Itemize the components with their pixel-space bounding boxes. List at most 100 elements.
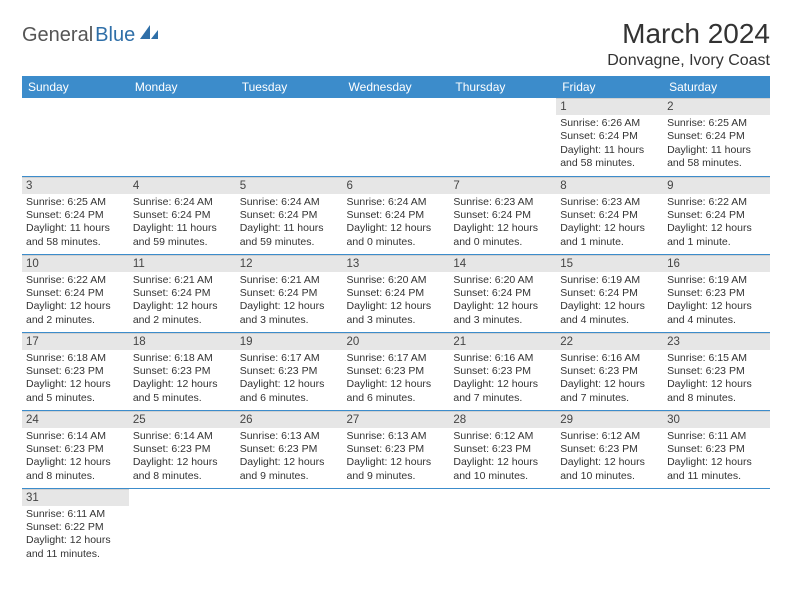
day-details: Sunrise: 6:13 AM Sunset: 6:23 PM Dayligh… [236,428,343,488]
day-number: 2 [663,98,770,115]
day-details: Sunrise: 6:13 AM Sunset: 6:23 PM Dayligh… [343,428,450,488]
calendar-empty-cell [663,488,770,566]
brand-general: General [22,24,93,47]
day-details: Sunrise: 6:24 AM Sunset: 6:24 PM Dayligh… [129,194,236,254]
calendar-empty-cell [343,488,450,566]
calendar-day-cell: 15Sunrise: 6:19 AM Sunset: 6:24 PM Dayli… [556,254,663,332]
weekday-header: Thursday [449,76,556,98]
day-details: Sunrise: 6:19 AM Sunset: 6:24 PM Dayligh… [556,272,663,332]
day-details: Sunrise: 6:20 AM Sunset: 6:24 PM Dayligh… [449,272,556,332]
day-details: Sunrise: 6:24 AM Sunset: 6:24 PM Dayligh… [236,194,343,254]
day-number: 5 [236,177,343,194]
brand-logo: General Blue [22,18,160,47]
calendar-day-cell: 2Sunrise: 6:25 AM Sunset: 6:24 PM Daylig… [663,98,770,176]
day-number: 8 [556,177,663,194]
day-number: 28 [449,411,556,428]
calendar-day-cell: 11Sunrise: 6:21 AM Sunset: 6:24 PM Dayli… [129,254,236,332]
day-number: 13 [343,255,450,272]
calendar-body: 1Sunrise: 6:26 AM Sunset: 6:24 PM Daylig… [22,98,770,566]
day-details: Sunrise: 6:19 AM Sunset: 6:23 PM Dayligh… [663,272,770,332]
calendar-empty-cell [129,98,236,176]
day-number: 17 [22,333,129,350]
calendar-row: 31Sunrise: 6:11 AM Sunset: 6:22 PM Dayli… [22,488,770,566]
day-number: 14 [449,255,556,272]
day-details: Sunrise: 6:14 AM Sunset: 6:23 PM Dayligh… [22,428,129,488]
day-details: Sunrise: 6:23 AM Sunset: 6:24 PM Dayligh… [556,194,663,254]
day-details: Sunrise: 6:25 AM Sunset: 6:24 PM Dayligh… [663,115,770,175]
calendar-day-cell: 20Sunrise: 6:17 AM Sunset: 6:23 PM Dayli… [343,332,450,410]
day-number: 19 [236,333,343,350]
calendar-day-cell: 4Sunrise: 6:24 AM Sunset: 6:24 PM Daylig… [129,176,236,254]
day-number: 10 [22,255,129,272]
calendar-table: SundayMondayTuesdayWednesdayThursdayFrid… [22,76,770,566]
day-details: Sunrise: 6:16 AM Sunset: 6:23 PM Dayligh… [449,350,556,410]
day-number: 4 [129,177,236,194]
calendar-empty-cell [236,488,343,566]
day-number: 9 [663,177,770,194]
day-number: 22 [556,333,663,350]
day-details: Sunrise: 6:11 AM Sunset: 6:23 PM Dayligh… [663,428,770,488]
day-number: 16 [663,255,770,272]
sail-icon [138,23,160,46]
calendar-day-cell: 30Sunrise: 6:11 AM Sunset: 6:23 PM Dayli… [663,410,770,488]
day-number: 20 [343,333,450,350]
calendar-day-cell: 27Sunrise: 6:13 AM Sunset: 6:23 PM Dayli… [343,410,450,488]
calendar-row: 24Sunrise: 6:14 AM Sunset: 6:23 PM Dayli… [22,410,770,488]
calendar-empty-cell [129,488,236,566]
calendar-day-cell: 3Sunrise: 6:25 AM Sunset: 6:24 PM Daylig… [22,176,129,254]
weekday-header: Monday [129,76,236,98]
calendar-day-cell: 13Sunrise: 6:20 AM Sunset: 6:24 PM Dayli… [343,254,450,332]
calendar-day-cell: 26Sunrise: 6:13 AM Sunset: 6:23 PM Dayli… [236,410,343,488]
day-number: 23 [663,333,770,350]
title-block: March 2024 Donvagne, Ivory Coast [607,18,770,70]
day-details: Sunrise: 6:21 AM Sunset: 6:24 PM Dayligh… [129,272,236,332]
day-number: 31 [22,489,129,506]
calendar-day-cell: 16Sunrise: 6:19 AM Sunset: 6:23 PM Dayli… [663,254,770,332]
day-details: Sunrise: 6:21 AM Sunset: 6:24 PM Dayligh… [236,272,343,332]
day-number: 12 [236,255,343,272]
day-number: 11 [129,255,236,272]
day-details: Sunrise: 6:22 AM Sunset: 6:24 PM Dayligh… [22,272,129,332]
weekday-header: Sunday [22,76,129,98]
day-number: 3 [22,177,129,194]
day-number: 29 [556,411,663,428]
calendar-day-cell: 31Sunrise: 6:11 AM Sunset: 6:22 PM Dayli… [22,488,129,566]
day-details: Sunrise: 6:24 AM Sunset: 6:24 PM Dayligh… [343,194,450,254]
calendar-day-cell: 29Sunrise: 6:12 AM Sunset: 6:23 PM Dayli… [556,410,663,488]
day-number: 7 [449,177,556,194]
calendar-day-cell: 5Sunrise: 6:24 AM Sunset: 6:24 PM Daylig… [236,176,343,254]
day-number: 25 [129,411,236,428]
calendar-day-cell: 10Sunrise: 6:22 AM Sunset: 6:24 PM Dayli… [22,254,129,332]
weekday-header: Tuesday [236,76,343,98]
calendar-empty-cell [449,488,556,566]
weekday-header: Saturday [663,76,770,98]
day-details: Sunrise: 6:23 AM Sunset: 6:24 PM Dayligh… [449,194,556,254]
day-details: Sunrise: 6:22 AM Sunset: 6:24 PM Dayligh… [663,194,770,254]
day-details: Sunrise: 6:17 AM Sunset: 6:23 PM Dayligh… [343,350,450,410]
calendar-day-cell: 21Sunrise: 6:16 AM Sunset: 6:23 PM Dayli… [449,332,556,410]
calendar-row: 17Sunrise: 6:18 AM Sunset: 6:23 PM Dayli… [22,332,770,410]
day-details: Sunrise: 6:14 AM Sunset: 6:23 PM Dayligh… [129,428,236,488]
calendar-day-cell: 1Sunrise: 6:26 AM Sunset: 6:24 PM Daylig… [556,98,663,176]
calendar-day-cell: 14Sunrise: 6:20 AM Sunset: 6:24 PM Dayli… [449,254,556,332]
calendar-row: 3Sunrise: 6:25 AM Sunset: 6:24 PM Daylig… [22,176,770,254]
day-details: Sunrise: 6:16 AM Sunset: 6:23 PM Dayligh… [556,350,663,410]
day-details: Sunrise: 6:18 AM Sunset: 6:23 PM Dayligh… [22,350,129,410]
calendar-day-cell: 17Sunrise: 6:18 AM Sunset: 6:23 PM Dayli… [22,332,129,410]
calendar-day-cell: 8Sunrise: 6:23 AM Sunset: 6:24 PM Daylig… [556,176,663,254]
month-title: March 2024 [607,18,770,50]
day-details: Sunrise: 6:18 AM Sunset: 6:23 PM Dayligh… [129,350,236,410]
calendar-empty-cell [556,488,663,566]
calendar-day-cell: 9Sunrise: 6:22 AM Sunset: 6:24 PM Daylig… [663,176,770,254]
calendar-day-cell: 12Sunrise: 6:21 AM Sunset: 6:24 PM Dayli… [236,254,343,332]
calendar-day-cell: 6Sunrise: 6:24 AM Sunset: 6:24 PM Daylig… [343,176,450,254]
calendar-row: 1Sunrise: 6:26 AM Sunset: 6:24 PM Daylig… [22,98,770,176]
calendar-empty-cell [449,98,556,176]
day-details: Sunrise: 6:20 AM Sunset: 6:24 PM Dayligh… [343,272,450,332]
calendar-day-cell: 19Sunrise: 6:17 AM Sunset: 6:23 PM Dayli… [236,332,343,410]
day-details: Sunrise: 6:11 AM Sunset: 6:22 PM Dayligh… [22,506,129,566]
weekday-header: Wednesday [343,76,450,98]
page-header: General Blue March 2024 Donvagne, Ivory … [22,18,770,70]
day-details: Sunrise: 6:12 AM Sunset: 6:23 PM Dayligh… [556,428,663,488]
day-details: Sunrise: 6:15 AM Sunset: 6:23 PM Dayligh… [663,350,770,410]
